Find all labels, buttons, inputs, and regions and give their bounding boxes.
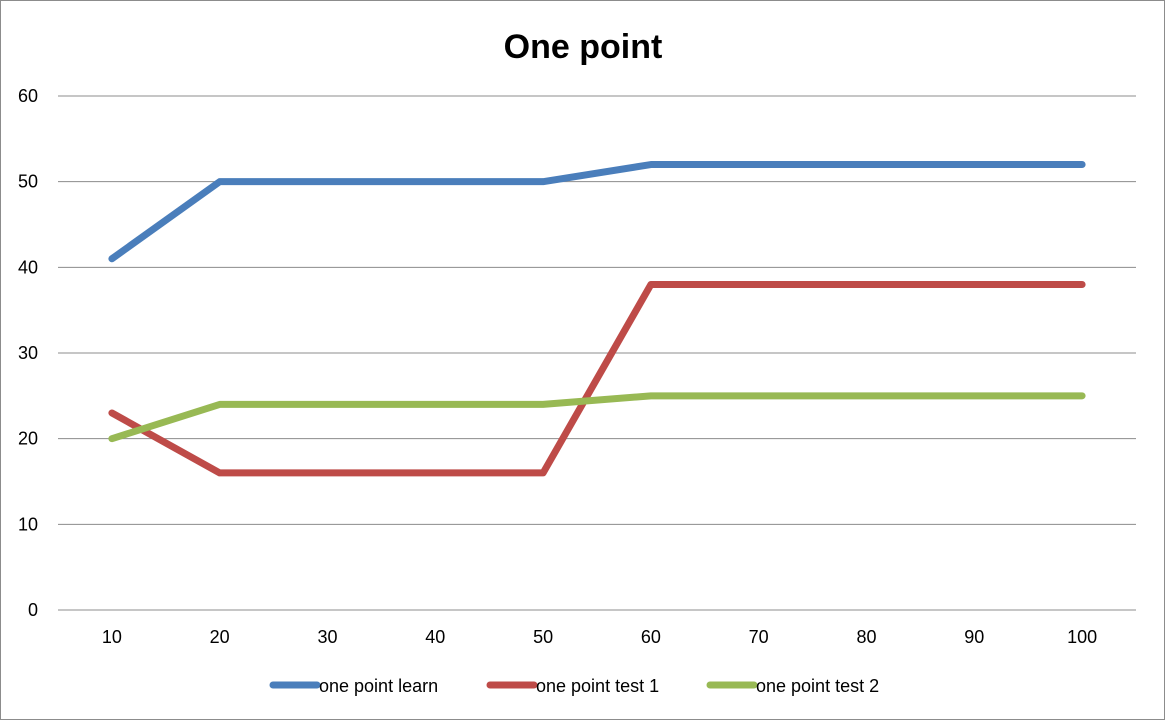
y-tick-label: 60 (18, 86, 38, 106)
y-tick-label: 10 (18, 514, 38, 534)
x-tick-label: 70 (749, 627, 769, 647)
legend-label: one point test 2 (756, 676, 879, 696)
x-tick-label: 100 (1067, 627, 1097, 647)
x-tick-label: 90 (964, 627, 984, 647)
legend: one point learn one point test 1 one point… (269, 676, 879, 696)
x-tick-label: 50 (533, 627, 553, 647)
y-tick-label: 20 (18, 429, 38, 449)
legend-label: one point test 1 (536, 676, 659, 696)
x-tick-label: 80 (856, 627, 876, 647)
gridlines (58, 95, 1136, 611)
series-line-1 (108, 161, 1086, 263)
chart-title: One point (504, 28, 663, 66)
series-line-2 (108, 280, 1086, 477)
legend-label: one point learn (319, 676, 438, 696)
series-line-3 (108, 392, 1086, 443)
y-tick-label: 50 (18, 172, 38, 192)
x-tick-label: 30 (317, 627, 337, 647)
y-tick-label: 30 (18, 343, 38, 363)
x-tick-label: 20 (210, 627, 230, 647)
series-lines (108, 161, 1086, 477)
x-axis-tick-labels: 10 20 30 40 50 60 70 80 90 100 (102, 627, 1097, 647)
y-tick-label: 0 (28, 600, 38, 620)
x-tick-label: 60 (641, 627, 661, 647)
y-tick-label: 40 (18, 257, 38, 277)
x-tick-label: 10 (102, 627, 122, 647)
x-tick-label: 40 (425, 627, 445, 647)
y-axis-tick-labels: 0 10 20 30 40 50 60 (18, 86, 38, 620)
